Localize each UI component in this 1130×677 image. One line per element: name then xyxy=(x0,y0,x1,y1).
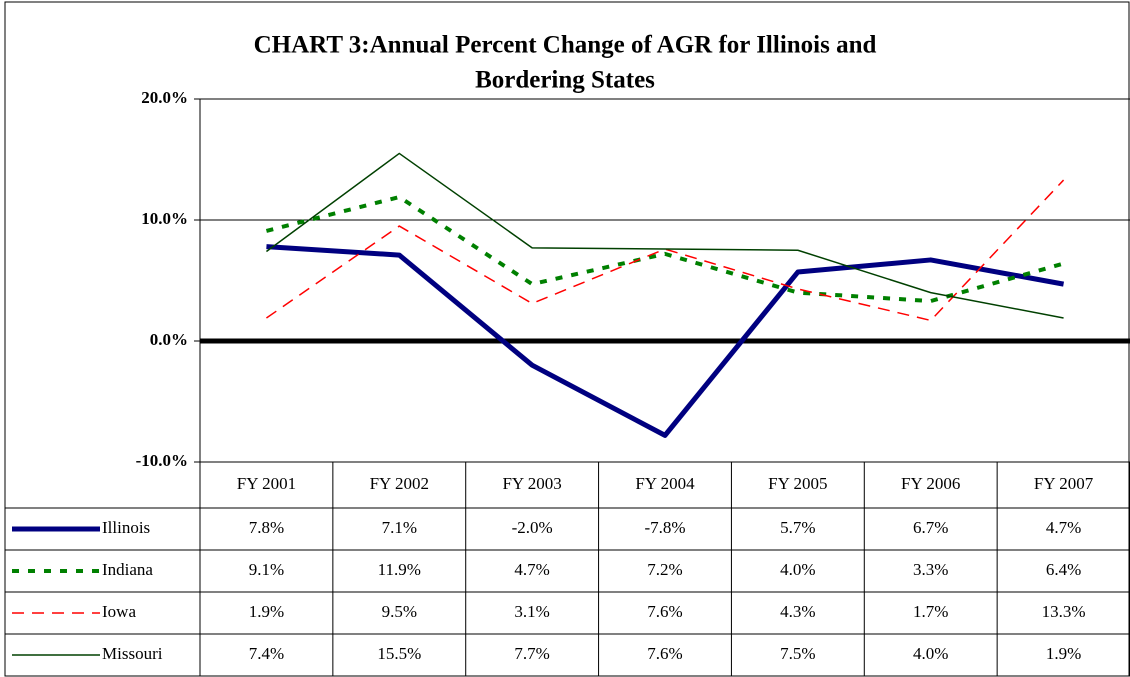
data-label: 7.6% xyxy=(647,644,682,663)
series-line xyxy=(266,244,1065,438)
data-label: 7.6% xyxy=(647,602,682,621)
data-label: 1.7% xyxy=(913,602,948,621)
data-label: 1.9% xyxy=(1046,644,1081,663)
legend-label: Iowa xyxy=(102,602,136,621)
y-tick-label: -10.0% xyxy=(136,451,188,470)
data-label: 3.1% xyxy=(514,602,549,621)
x-tick-label: FY 2007 xyxy=(1034,474,1094,493)
data-label: 9.1% xyxy=(249,560,284,579)
x-tick-label: FY 2001 xyxy=(237,474,296,493)
x-tick-label: FY 2003 xyxy=(502,474,561,493)
data-label: 7.5% xyxy=(780,644,815,663)
y-tick-label: 10.0% xyxy=(141,209,188,228)
data-label: 13.3% xyxy=(1042,602,1086,621)
data-label: 7.1% xyxy=(382,518,417,537)
data-label: 11.9% xyxy=(378,560,421,579)
y-tick-label: 0.0% xyxy=(150,330,188,349)
data-label: -2.0% xyxy=(512,518,553,537)
data-label: 4.0% xyxy=(780,560,815,579)
chart-title: Bordering States xyxy=(475,67,655,94)
data-label: 4.7% xyxy=(514,560,549,579)
x-tick-label: FY 2006 xyxy=(901,474,960,493)
data-label: 7.7% xyxy=(514,644,549,663)
data-label: 4.3% xyxy=(780,602,815,621)
legend-label: Missouri xyxy=(102,644,163,663)
data-label: 4.0% xyxy=(913,644,948,663)
data-label: 3.3% xyxy=(913,560,948,579)
x-tick-label: FY 2005 xyxy=(768,474,827,493)
legend-label: Indiana xyxy=(102,560,153,579)
data-label: 7.2% xyxy=(647,560,682,579)
data-label: 6.7% xyxy=(913,518,948,537)
data-label: 7.4% xyxy=(249,644,284,663)
data-label: 7.8% xyxy=(249,518,284,537)
chart-title: CHART 3:Annual Percent Change of AGR for… xyxy=(254,32,877,59)
data-label: 9.5% xyxy=(382,602,417,621)
data-label: 15.5% xyxy=(377,644,421,663)
data-label: 5.7% xyxy=(780,518,815,537)
series-line xyxy=(265,152,1064,319)
x-tick-label: FY 2004 xyxy=(635,474,695,493)
data-label: 6.4% xyxy=(1046,560,1081,579)
data-label: 1.9% xyxy=(249,602,284,621)
data-label: 4.7% xyxy=(1046,518,1081,537)
data-label: -7.8% xyxy=(644,518,685,537)
y-tick-label: 20.0% xyxy=(141,88,188,107)
legend-label: Illinois xyxy=(102,518,150,537)
series-line xyxy=(266,179,1065,322)
series-line xyxy=(265,195,1065,304)
x-tick-label: FY 2002 xyxy=(370,474,429,493)
